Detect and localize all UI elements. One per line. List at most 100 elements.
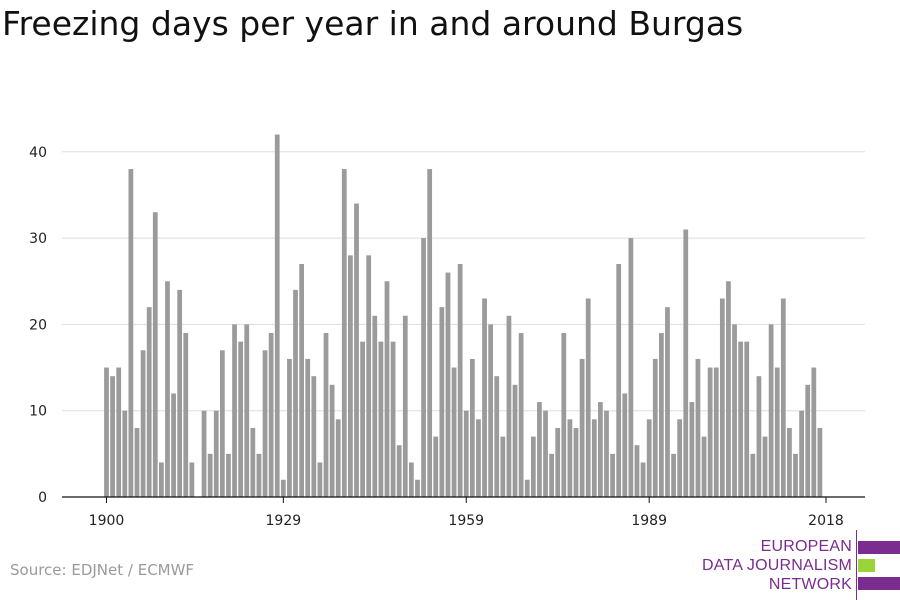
bar-1902 (116, 367, 122, 497)
bar-1969 (524, 479, 530, 497)
bar-1996 (689, 402, 695, 497)
bar-1965 (500, 436, 506, 497)
bar-1924 (250, 427, 256, 497)
logo-bar-middle (858, 559, 875, 572)
bar-1917 (207, 453, 213, 497)
bar-1991 (658, 333, 664, 497)
bar-1909 (159, 462, 164, 497)
bar-1903 (122, 410, 128, 497)
bar-2014 (799, 410, 804, 497)
bar-1981 (598, 402, 603, 497)
bar-1922 (238, 341, 244, 497)
bar-2012 (787, 427, 792, 497)
bar-1912 (177, 289, 183, 497)
bar-1934 (311, 376, 317, 497)
bar-1928 (274, 134, 280, 498)
bar-1979 (585, 298, 591, 497)
bar-1977 (573, 427, 579, 497)
bar-1961 (476, 419, 481, 497)
bar-1929 (280, 479, 286, 497)
bar-1910 (165, 281, 170, 497)
y-tick-label: 30 (29, 231, 47, 247)
bar-1954 (433, 436, 439, 497)
bar-1938 (335, 419, 341, 497)
bar-1935 (317, 462, 323, 497)
bar-1972 (543, 410, 548, 497)
bar-1976 (567, 419, 573, 497)
bar-1970 (530, 436, 536, 497)
x-tick-label: 1989 (631, 513, 667, 529)
bar-1975 (561, 333, 567, 497)
bar-1992 (665, 307, 670, 497)
bar-2003 (732, 324, 737, 497)
bar-2001 (719, 298, 725, 497)
x-tick-label: 2018 (808, 513, 844, 529)
y-tick-label: 0 (38, 490, 47, 506)
bar-1989 (646, 419, 652, 497)
bar-1916 (201, 410, 207, 497)
bar-1953 (427, 169, 433, 497)
logo-line-3: NETWORK (768, 576, 852, 593)
bar-2006 (750, 453, 756, 497)
bar-1937 (329, 384, 335, 497)
bar-2007 (756, 376, 762, 497)
bar-1901 (110, 376, 115, 497)
bar-2009 (768, 324, 774, 497)
bar-1925 (256, 453, 262, 497)
bar-1927 (268, 333, 274, 497)
bar-1987 (634, 445, 640, 497)
bar-1920 (226, 453, 231, 497)
bar-2010 (774, 367, 780, 497)
bar-1940 (348, 255, 353, 497)
bar-2013 (793, 453, 798, 497)
bar-1933 (305, 358, 311, 497)
chart-title: Freezing days per year in and around Bur… (2, 4, 744, 43)
logo-divider (856, 530, 857, 600)
bar-1905 (134, 427, 140, 497)
bar-1967 (512, 384, 518, 497)
bar-1951 (415, 479, 420, 497)
bar-1952 (421, 238, 426, 497)
y-tick-label: 10 (29, 404, 47, 420)
bar-1911 (171, 393, 176, 497)
bar-1998 (701, 436, 707, 497)
logo-bar-top (858, 541, 900, 554)
bar-1959 (463, 410, 469, 497)
bar-1949 (402, 315, 408, 497)
bar-1957 (451, 367, 457, 497)
x-tick-label: 1929 (266, 513, 302, 529)
y-tick-label: 40 (29, 145, 47, 161)
bar-1971 (537, 402, 542, 497)
bar-1983 (610, 453, 615, 497)
x-tick-label: 1959 (448, 513, 484, 529)
bar-1913 (183, 333, 189, 497)
bar-2002 (726, 281, 731, 497)
bar-1946 (384, 281, 390, 497)
edjnet-logo: EUROPEAN DATA JOURNALISM NETWORK (690, 530, 900, 600)
bar-1900 (104, 367, 109, 497)
bar-1995 (683, 229, 689, 497)
x-tick-label: 1900 (89, 513, 125, 529)
bar-1914 (189, 462, 195, 497)
bar-1985 (622, 393, 628, 497)
bar-1923 (244, 324, 250, 497)
bar-1966 (506, 315, 512, 497)
bar-1936 (323, 333, 329, 497)
bars (104, 134, 823, 498)
bar-1950 (408, 462, 414, 497)
bar-2000 (713, 367, 719, 497)
y-tick-label: 20 (29, 317, 47, 333)
y-ticks: 0 10 20 30 40 (29, 145, 47, 506)
bar-1964 (494, 376, 500, 497)
bar-1941 (354, 203, 359, 497)
bar-1930 (287, 358, 292, 497)
bar-1974 (555, 427, 561, 497)
bar-1993 (671, 453, 676, 497)
bar-1956 (445, 272, 451, 497)
bar-2005 (744, 341, 750, 497)
bar-2011 (780, 298, 786, 497)
bar-1908 (152, 212, 158, 497)
bar-1939 (341, 169, 347, 497)
bar-1997 (695, 358, 701, 497)
